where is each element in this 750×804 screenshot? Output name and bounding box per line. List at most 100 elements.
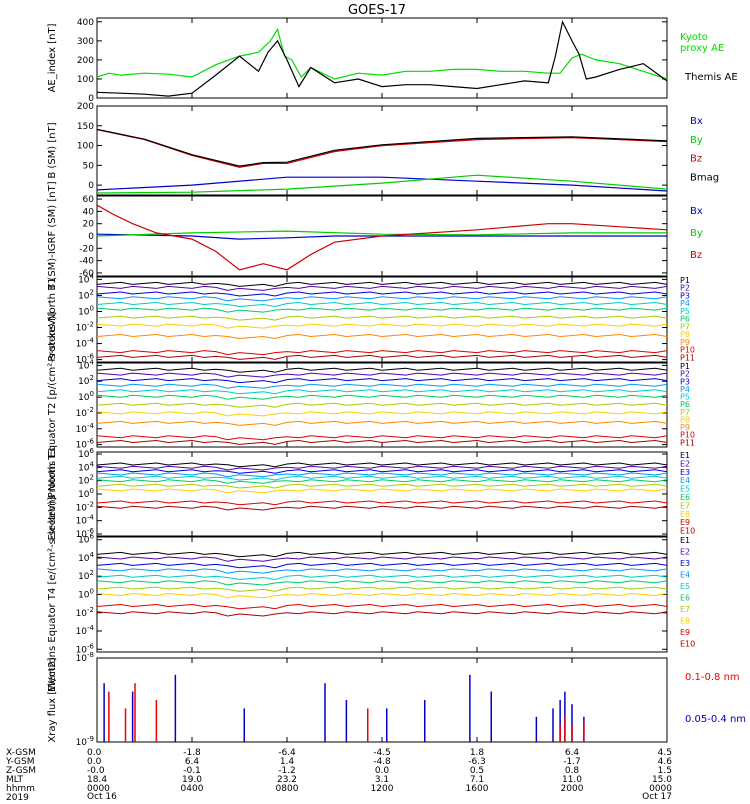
channel-line-p10 xyxy=(96,435,668,441)
y-axis-label: AE_index [nT] xyxy=(47,23,58,92)
channel-line-p11 xyxy=(96,354,668,360)
footer-value: -1.7 xyxy=(563,757,581,767)
channel-line-e10 xyxy=(96,611,668,617)
legend-item-kyoto: Kyoto xyxy=(680,32,708,43)
footer-value: 18.4 xyxy=(87,775,107,785)
y-tick-label: 10-9 xyxy=(76,735,94,748)
legend-item-e2: E2 xyxy=(680,548,690,557)
footer-value: -0.1 xyxy=(183,766,201,776)
channel-line-e4 xyxy=(96,568,668,574)
y-tick-label: 104 xyxy=(78,460,94,473)
series-line-by xyxy=(96,230,667,237)
panel-frame xyxy=(96,657,668,743)
y-axis-label: Xray flux [W/m2] xyxy=(47,657,58,742)
channel-line-e9 xyxy=(96,603,668,610)
legend: Bx By Bz Bmag xyxy=(690,116,719,183)
footer-value: 0400 xyxy=(181,784,204,794)
y-tick-label: 100 xyxy=(78,304,94,317)
y-tick-label: 300 xyxy=(77,37,94,47)
legend-item-e10: E10 xyxy=(680,527,695,536)
y-tick-label: 106 xyxy=(78,533,94,546)
channel-line-e9 xyxy=(96,500,668,506)
legend-item-p6: P6 xyxy=(680,315,690,324)
legend-item-e4: E4 xyxy=(680,476,690,485)
y-tick-label: 104 xyxy=(78,551,94,564)
channel-line-e5 xyxy=(96,574,668,581)
footer-value: 1600 xyxy=(466,784,489,794)
channel-line-p8 xyxy=(96,323,668,329)
legend-item-p11: P11 xyxy=(680,438,695,447)
legend-item-p7: P7 xyxy=(680,408,690,417)
y-tick-label: 102 xyxy=(78,374,94,387)
footer-value: 0.0 xyxy=(87,748,102,758)
footer-value: 0.8 xyxy=(565,766,580,776)
legend-item-p1: P1 xyxy=(680,362,690,371)
legend-item-p10: P10 xyxy=(680,346,695,355)
legend-item-0-1-0-8nm: 0.1-0.8 nm xyxy=(685,672,740,683)
y-tick-label: 10-4 xyxy=(76,514,95,527)
channel-line-p6 xyxy=(96,307,668,313)
legend-item-e9: E9 xyxy=(680,628,690,637)
footer-value: -4.8 xyxy=(373,757,391,767)
series-line-bmag xyxy=(96,128,668,167)
y-tick-label: 10-2 xyxy=(76,406,94,419)
legend-item-e7: E7 xyxy=(680,501,690,510)
channel-line-p1 xyxy=(96,281,668,287)
footer-value: 23.2 xyxy=(277,775,297,785)
y-tick-label: 0 xyxy=(88,94,94,104)
channel-line-p1 xyxy=(96,367,668,373)
legend-item-p4: P4 xyxy=(680,385,690,394)
legend-item-by: By xyxy=(690,228,703,239)
channel-line-e10 xyxy=(96,505,668,511)
y-tick-label: 10-6 xyxy=(76,642,95,655)
footer-value: 6.4 xyxy=(565,748,580,758)
legend-item-p4: P4 xyxy=(680,299,690,308)
footer-value: 19.0 xyxy=(182,775,202,785)
y-tick-label: -20 xyxy=(79,244,94,254)
legend-item-e3: E3 xyxy=(680,468,690,477)
footer-value: 0.5 xyxy=(470,766,484,776)
y-tick-label: 60 xyxy=(83,195,95,205)
y-tick-label: 50 xyxy=(83,161,95,171)
y-axis-label: Protons Equator T2 [p/(cm²-s-sr-keV)] xyxy=(47,312,58,499)
series-line-kyoto-proxy-ae xyxy=(96,27,668,80)
y-tick-label: 10-6 xyxy=(76,438,95,451)
footer-row-label: Z-GSM xyxy=(6,766,36,776)
legend-item-bz: Bz xyxy=(690,154,702,165)
y-tick-label: 102 xyxy=(78,569,94,582)
y-tick-label: 10-2 xyxy=(76,606,94,619)
channel-line-e1 xyxy=(96,462,668,468)
y-tick-label: 100 xyxy=(77,75,94,85)
channel-line-e2 xyxy=(96,465,668,471)
y-tick-label: 10-8 xyxy=(76,651,94,664)
y-tick-label: 10-4 xyxy=(76,422,95,435)
footer-value: 0.0 xyxy=(375,766,390,776)
footer-value: 4.5 xyxy=(658,748,672,758)
channel-line-e3 xyxy=(96,562,668,569)
footer-value: -0.0 xyxy=(87,766,105,776)
legend: Bx By Bz xyxy=(690,206,703,261)
footer-value: 1.4 xyxy=(280,757,295,767)
y-tick-label: 106 xyxy=(78,447,94,460)
channel-line-p10 xyxy=(96,350,668,356)
y-tick-label: 10-2 xyxy=(76,500,94,513)
channel-line-e1 xyxy=(96,551,668,558)
y-tick-label: 102 xyxy=(78,288,94,301)
legend-item-p8: P8 xyxy=(680,330,690,339)
y-tick-label: 0 xyxy=(88,232,94,242)
channel-line-e2 xyxy=(96,556,668,562)
legend-item-e7: E7 xyxy=(680,605,690,614)
channel-line-e8 xyxy=(96,488,668,494)
footer-date: Oct 16 xyxy=(87,792,117,800)
y-tick-label: 20 xyxy=(83,220,95,230)
y-tick-label: 10-6 xyxy=(76,353,95,366)
footer-date: Oct 17 xyxy=(642,792,672,800)
y-tick-label: 10-6 xyxy=(76,527,95,540)
